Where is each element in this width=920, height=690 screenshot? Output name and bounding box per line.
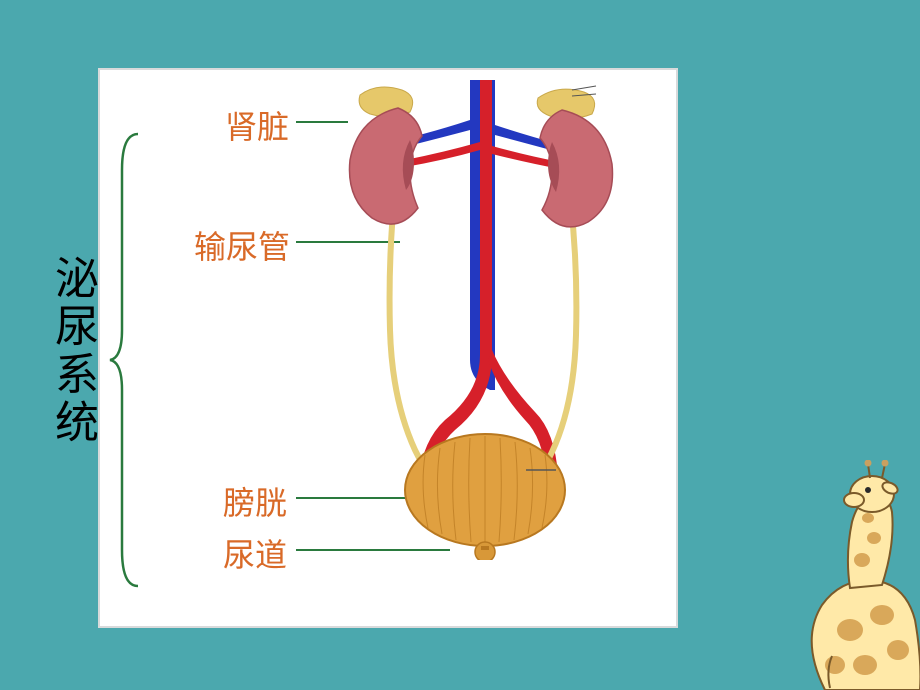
- label-urethra: 尿道: [223, 530, 287, 576]
- urethra: [475, 542, 495, 560]
- bladder: [405, 434, 565, 546]
- anatomy-diagram: [340, 80, 660, 560]
- label-bladder: 膀胱: [223, 478, 287, 524]
- kidney-left: [349, 108, 422, 224]
- label-kidney: 肾脏: [225, 102, 289, 148]
- bracket-icon: [108, 130, 142, 590]
- diagram-title: 泌尿系统: [40, 255, 104, 447]
- label-ureter: 输尿管: [194, 222, 290, 268]
- kidney-right: [540, 110, 613, 227]
- giraffe-decoration: [730, 460, 920, 690]
